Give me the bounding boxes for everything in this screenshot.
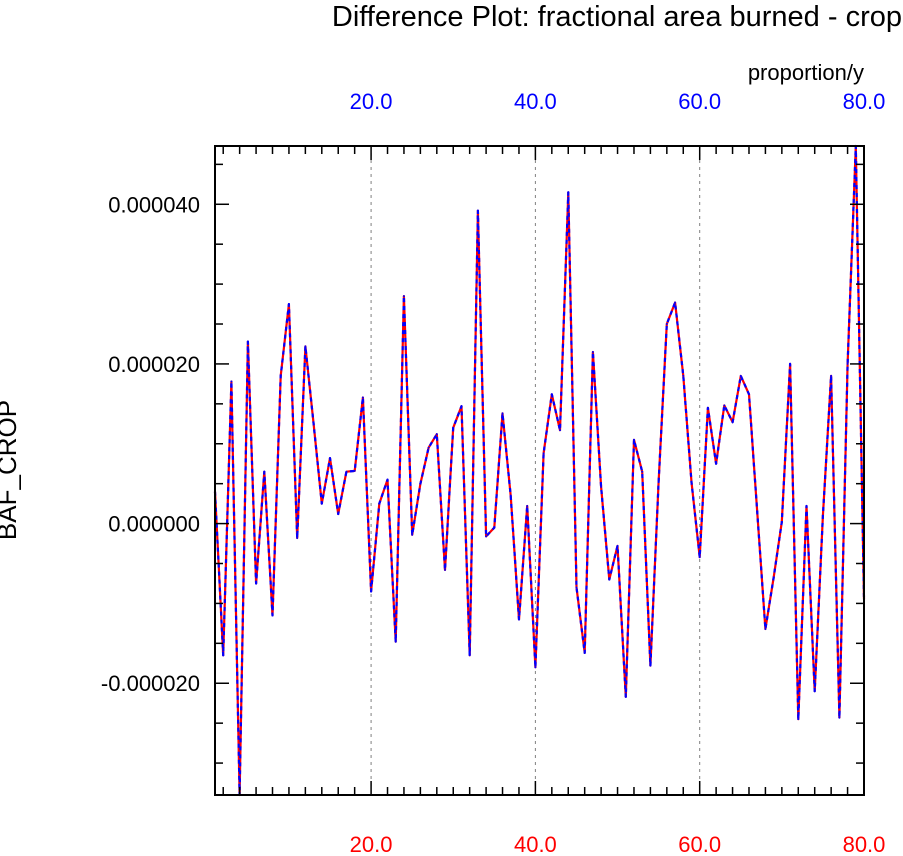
data-point-75	[821, 514, 824, 517]
data-point-15	[329, 457, 332, 460]
data-point-32	[468, 654, 471, 657]
x-tick-label-top-1: 40.0	[514, 89, 557, 114]
data-point-6	[255, 582, 258, 585]
data-point-56	[665, 323, 668, 326]
data-point-59	[690, 481, 693, 484]
data-point-76	[830, 374, 833, 377]
data-point-18	[353, 469, 356, 472]
data-point-2	[222, 654, 225, 657]
data-point-78	[846, 362, 849, 365]
data-point-61	[706, 406, 709, 409]
data-point-23	[394, 640, 397, 643]
series-layer	[213, 144, 866, 797]
data-point-39	[526, 505, 529, 508]
chart-title: Difference Plot: fractional area burned …	[332, 1, 902, 33]
x-tick-label-top-0: 20.0	[350, 89, 393, 114]
data-point-38	[517, 618, 520, 621]
data-point-43	[559, 429, 562, 432]
data-point-77	[838, 716, 841, 719]
x-tick-label-top-3: 80.0	[843, 89, 886, 114]
data-point-21	[378, 502, 381, 505]
data-point-17	[345, 470, 348, 473]
data-point-63	[723, 404, 726, 407]
data-point-14	[320, 502, 323, 505]
data-point-54	[649, 664, 652, 667]
data-point-10	[287, 303, 290, 306]
data-point-35	[493, 526, 496, 529]
axis-ticks	[215, 146, 865, 795]
data-point-36	[501, 412, 504, 415]
data-point-16	[337, 513, 340, 516]
data-point-34	[485, 535, 488, 538]
x-tick-label-bottom-0: 20.0	[350, 832, 393, 856]
data-point-20	[370, 590, 373, 593]
y-tick-label-1: 0.000020	[108, 352, 200, 377]
data-point-31	[460, 405, 463, 408]
data-point-12	[304, 345, 307, 348]
data-point-29	[444, 568, 447, 571]
units-label: proportion/y	[748, 60, 864, 85]
data-point-50	[616, 544, 619, 547]
x-tick-label-bottom-3: 80.0	[843, 832, 886, 856]
data-point-62	[715, 462, 718, 465]
data-point-71	[789, 362, 792, 365]
data-point-53	[641, 470, 644, 473]
data-point-8	[271, 614, 274, 617]
x-tick-label-bottom-1: 40.0	[514, 832, 557, 856]
data-point-11	[296, 536, 299, 539]
data-point-7	[263, 470, 266, 473]
data-point-5	[246, 340, 249, 343]
data-point-42	[550, 393, 553, 396]
data-point-58	[682, 374, 685, 377]
data-point-40	[534, 666, 537, 669]
data-point-52	[632, 438, 635, 441]
data-point-27	[427, 446, 430, 449]
data-point-45	[575, 586, 578, 589]
data-point-57	[674, 301, 677, 304]
data-point-46	[583, 651, 586, 654]
data-point-22	[386, 478, 389, 481]
plot-frame	[214, 145, 865, 796]
data-point-41	[542, 452, 545, 455]
data-point-51	[624, 695, 627, 698]
data-point-70	[780, 520, 783, 523]
y-axis-label: BAF_CROP	[0, 400, 22, 540]
data-point-28	[435, 433, 438, 436]
y-tick-label-2: 0.000000	[108, 512, 200, 537]
data-point-69	[772, 576, 775, 579]
data-point-9	[279, 374, 282, 377]
data-point-37	[509, 494, 512, 497]
series-line-blue	[213, 144, 866, 797]
data-point-60	[698, 556, 701, 559]
data-point-48	[600, 485, 603, 488]
data-point-49	[608, 578, 611, 581]
data-point-3	[230, 380, 233, 383]
data-point-55	[657, 481, 660, 484]
tick-labels: 0.000040 0.000020 0.000000 -0.000020 20.0 20.…	[101, 89, 886, 856]
y-tick-label-0: 0.000040	[108, 192, 200, 217]
data-point-13	[312, 422, 315, 425]
data-point-74	[813, 690, 816, 693]
grid-lines	[370, 146, 865, 795]
data-point-25	[411, 533, 414, 536]
data-point-44	[567, 191, 570, 194]
data-point-19	[361, 396, 364, 399]
x-tick-label-top-2: 60.0	[678, 89, 721, 114]
x-tick-label-bottom-2: 60.0	[678, 832, 721, 856]
data-point-26	[419, 482, 422, 485]
y-tick-label-3: -0.000020	[101, 671, 200, 696]
data-point-72	[797, 718, 800, 721]
series-line-red	[213, 144, 866, 797]
data-point-33	[476, 209, 479, 212]
data-point-64	[731, 421, 734, 424]
data-point-67	[756, 510, 759, 513]
data-point-73	[805, 505, 808, 508]
data-point-47	[591, 350, 594, 353]
data-point-68	[764, 627, 767, 630]
data-point-24	[402, 295, 405, 298]
data-point-65	[739, 374, 742, 377]
data-point-30	[452, 426, 455, 429]
data-point-66	[747, 393, 750, 396]
